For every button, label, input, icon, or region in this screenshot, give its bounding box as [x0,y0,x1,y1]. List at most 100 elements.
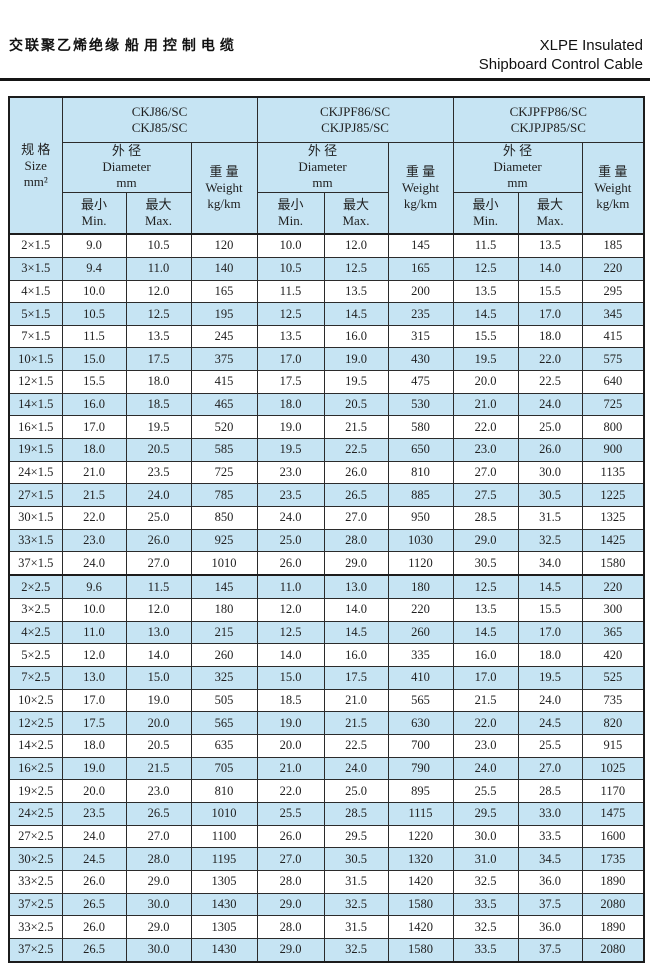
title-english: XLPE Insulated Shipboard Control Cable [479,36,643,74]
group3-weight-unit: kg/km [596,195,630,211]
value-cell: 23.0 [256,460,325,485]
table-row: 3×2.5 10.0 12.0 180 12.0 14.0 220 13.5 15.5 300 [8,598,645,622]
value-cell: 1195 [190,847,258,871]
value-cell: 29.5 [323,824,389,849]
group3-diameter-unit: mm [507,175,528,190]
value-cell: 34.5 [517,847,583,871]
value-cell: 24.0 [256,506,325,530]
value-cell: 20.0 [452,370,519,394]
value-cell: 27.0 [452,460,519,485]
value-cell: 34.0 [517,551,583,576]
value-cell: 12.0 [125,279,192,304]
size-cell: 7×2.5 [8,666,63,690]
value-cell: 705 [190,756,258,781]
value-cell: 220 [581,256,645,281]
size-cell: 16×1.5 [8,415,63,440]
size-cell: 14×2.5 [8,734,63,758]
size-cell: 19×2.5 [8,779,63,804]
value-cell: 1305 [190,915,258,939]
value-cell: 10.0 [61,279,127,304]
value-cell: 29.0 [323,551,389,576]
value-cell: 145 [387,233,454,258]
value-cell: 180 [387,574,454,600]
value-cell: 22.5 [323,734,389,758]
value-cell: 850 [190,506,258,530]
size-header-unit: mm² [23,173,48,189]
value-cell: 33.0 [517,802,583,826]
value-cell: 11.0 [125,256,192,281]
value-cell: 17.0 [61,415,127,440]
value-cell: 12.5 [452,256,519,281]
size-cell: 10×2.5 [8,688,63,713]
table-row: 19×1.5 18.0 20.5 585 19.5 22.5 650 23.0 26.0 900 [8,438,645,462]
value-cell: 10.0 [256,233,325,258]
group3-model-line1: CKJPFP86/SC [509,103,587,119]
group3-max-cn: 最大 [537,196,564,212]
value-cell: 1010 [190,802,258,826]
size-cell: 24×1.5 [8,460,63,485]
table-row: 27×2.5 24.0 27.0 1100 26.0 29.5 1220 30.0 33.5 16… [8,824,645,849]
size-cell: 2×1.5 [8,233,63,258]
value-cell: 785 [190,483,258,508]
value-cell: 18.0 [256,392,325,417]
group1-weight-unit: kg/km [207,195,241,211]
table-row: 19×2.5 20.0 23.0 810 22.0 25.0 895 25.5 28.5 1170 [8,779,645,804]
value-cell: 28.0 [256,915,325,939]
size-header-en: Size [24,157,47,173]
value-cell: 580 [387,415,454,440]
value-cell: 12.5 [452,574,519,600]
value-cell: 26.0 [61,915,127,939]
value-cell: 11.0 [256,574,325,600]
value-cell: 810 [387,460,454,485]
value-cell: 12.5 [323,256,389,281]
value-cell: 18.0 [517,324,583,349]
value-cell: 315 [387,324,454,349]
value-cell: 410 [387,666,454,690]
table-row: 10×1.5 15.0 17.5 375 17.0 19.0 430 19.5 22.0 575 [8,347,645,372]
value-cell: 245 [190,324,258,349]
value-cell: 1580 [581,551,645,576]
value-cell: 1010 [190,551,258,576]
value-cell: 295 [581,279,645,304]
table-header: 规 格 Size mm² CKJ86/SC CKJ85/SC CKJPF86/S… [8,96,645,235]
value-cell: 165 [387,256,454,281]
value-cell: 13.0 [61,666,127,690]
table-body: 2×1.5 9.0 10.5 120 10.0 12.0 145 11.5 13.5 185 3×1… [8,233,645,963]
size-cell: 7×1.5 [8,324,63,349]
value-cell: 530 [387,392,454,417]
value-cell: 28.0 [125,847,192,871]
value-cell: 1325 [581,506,645,530]
group1-model-line2: CKJ85/SC [131,119,188,135]
value-cell: 220 [387,598,454,622]
value-cell: 30.0 [125,937,192,963]
value-cell: 185 [581,233,645,258]
value-cell: 19.5 [256,438,325,462]
value-cell: 1430 [190,937,258,963]
value-cell: 31.5 [323,915,389,939]
page-header: 交联聚乙烯绝缘 船用控制电缆 XLPE Insulated Shipboard … [9,36,643,76]
value-cell: 18.5 [125,392,192,417]
value-cell: 19.0 [125,688,192,713]
size-cell: 27×2.5 [8,824,63,849]
value-cell: 20.0 [256,734,325,758]
table-row: 24×2.5 23.5 26.5 1010 25.5 28.5 1115 29.5 33.0 14… [8,802,645,826]
value-cell: 29.0 [256,892,325,917]
value-cell: 16.0 [452,643,519,668]
group2-weight-header: 重 量 Weight kg/km [387,141,454,235]
value-cell: 1100 [190,824,258,849]
value-cell: 20.5 [125,734,192,758]
value-cell: 2080 [581,937,645,963]
value-cell: 180 [190,598,258,622]
value-cell: 28.0 [323,528,389,553]
cable-spec-table: 规 格 Size mm² CKJ86/SC CKJ85/SC CKJPF86/S… [8,96,646,963]
size-cell: 30×2.5 [8,847,63,871]
title-chinese-line2: 船用控制电缆 [124,37,239,53]
value-cell: 27.5 [452,483,519,508]
title-chinese: 交联聚乙烯绝缘 船用控制电缆 [9,36,239,55]
value-cell: 26.0 [61,869,127,894]
value-cell: 27.0 [256,847,325,871]
size-cell: 33×2.5 [8,869,63,894]
value-cell: 27.0 [125,824,192,849]
group2-diameter-cn: 外 径 [307,143,338,158]
value-cell: 1420 [387,869,454,894]
